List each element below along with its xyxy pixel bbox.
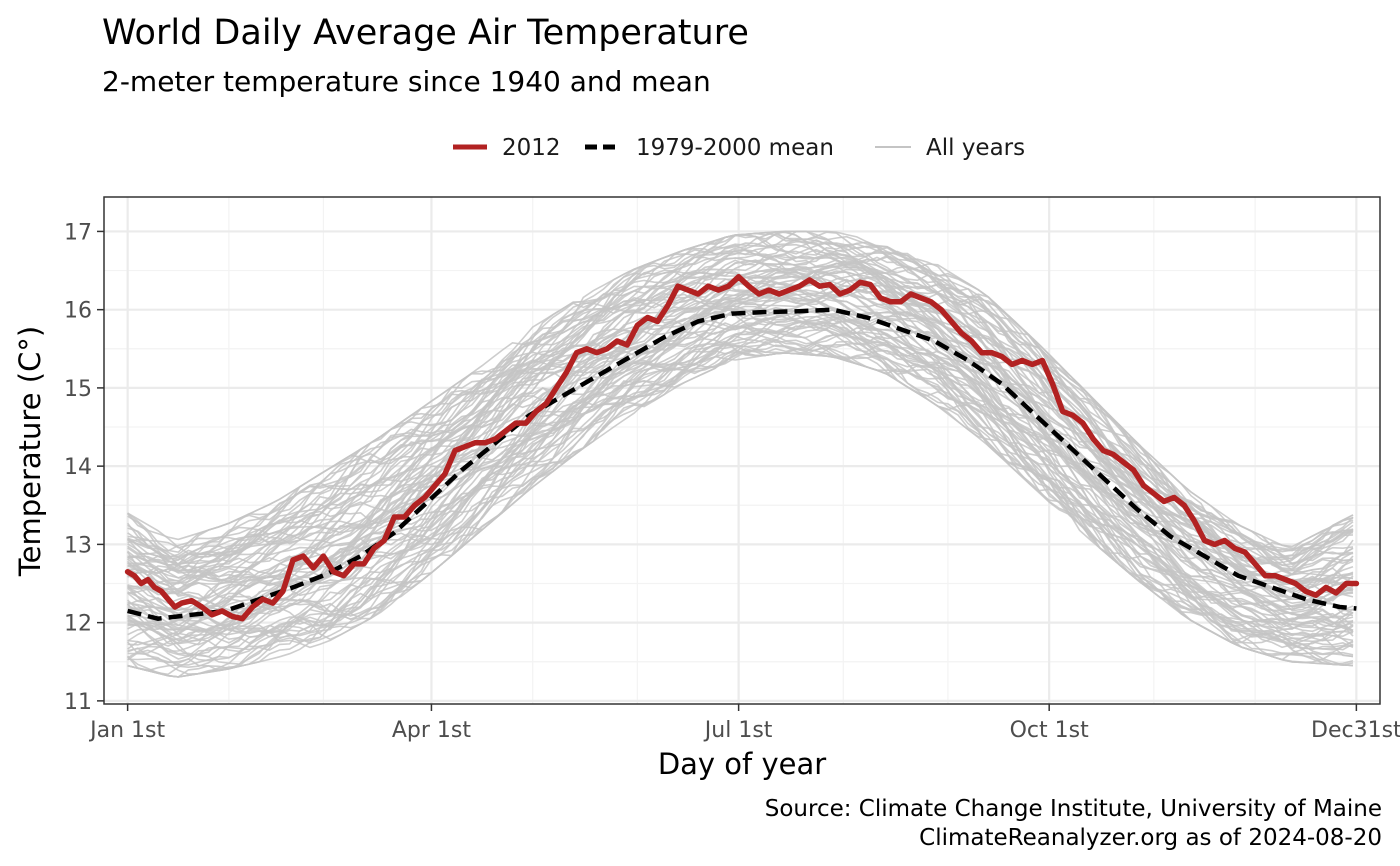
series-line-year: [127, 311, 1354, 638]
grid: [104, 197, 1380, 704]
series-line-year: [127, 230, 1354, 558]
legend-label-mean: 1979-2000 mean: [636, 135, 834, 161]
series-line-year: [127, 312, 1354, 637]
y-axis: 11 12 13 14 15 16 17: [64, 220, 104, 715]
series-line-year: [127, 331, 1354, 647]
x-tick-label: Jul 1st: [703, 718, 773, 743]
legend-label-2012: 2012: [502, 135, 561, 161]
y-tick-label: 12: [64, 612, 92, 637]
caption-source: Source: Climate Change Institute, Univer…: [765, 796, 1382, 822]
caption-date: ClimateReanalyzer.org as of 2024-08-20: [919, 825, 1382, 851]
series-line-year: [127, 245, 1354, 561]
y-tick-label: 14: [64, 455, 92, 480]
x-tick-label: Oct 1st: [1010, 718, 1089, 743]
y-tick-label: 16: [64, 299, 92, 324]
legend-label-all-years: All years: [926, 135, 1025, 161]
legend: 2012 1979-2000 mean All years: [453, 135, 1025, 161]
series-line-year: [127, 319, 1354, 633]
highlight-2012-layer: [124, 274, 1360, 622]
series-line-year: [127, 327, 1354, 655]
all-years-lines: [126, 230, 1354, 678]
series-line-year: [127, 340, 1354, 647]
x-tick-label: Jan 1st: [88, 718, 165, 743]
series-line-year: [127, 240, 1354, 570]
series-line-year: [126, 230, 1354, 560]
panel-border: [103, 196, 1381, 705]
series-line-year: [127, 278, 1354, 614]
y-tick-label: 11: [64, 690, 92, 715]
chart-title: World Daily Average Air Temperature: [102, 13, 749, 53]
series-line-2012: [124, 274, 1360, 622]
series-line-year: [127, 318, 1354, 639]
y-tick-label: 13: [64, 533, 92, 558]
y-tick-label: 17: [64, 220, 92, 245]
y-tick-label: 15: [64, 377, 92, 402]
chart-subtitle: 2-meter temperature since 1940 and mean: [102, 65, 711, 98]
x-axis: Jan 1st Apr 1st Jul 1st Oct 1st Dec31st: [88, 704, 1400, 743]
series-line-year: [127, 290, 1354, 628]
series-line-year: [127, 346, 1354, 669]
x-axis-title: Day of year: [658, 747, 826, 781]
y-axis-title: Temperature (C°): [13, 326, 47, 577]
series-line-year: [126, 231, 1354, 579]
x-tick-label: Dec31st: [1311, 718, 1400, 743]
x-tick-label: Apr 1st: [392, 718, 472, 743]
